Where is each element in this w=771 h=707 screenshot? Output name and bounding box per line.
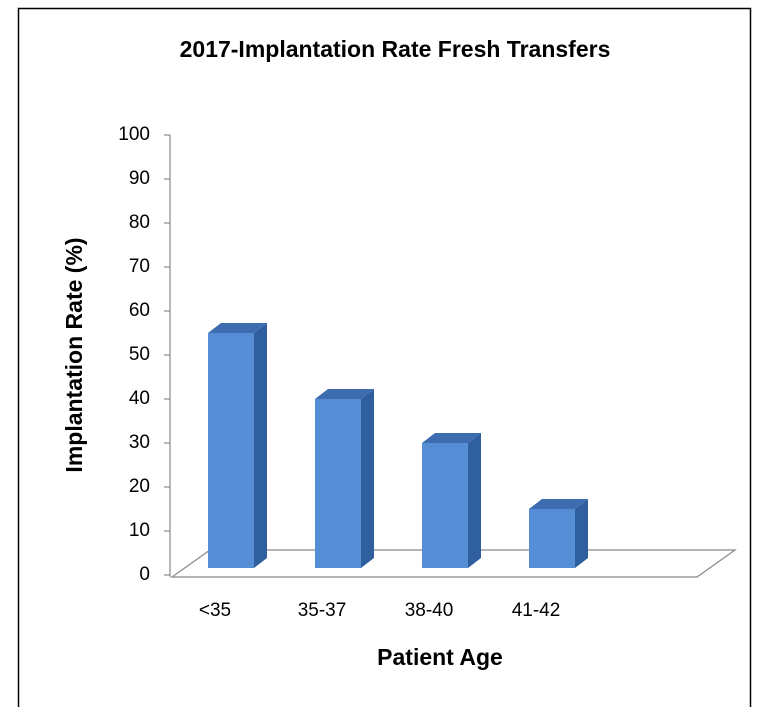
y-tick-label: 40 [129,388,150,409]
bar [529,509,575,568]
y-axis-label: Implantation Rate (%) [61,237,87,472]
y-tick-label: 90 [129,168,150,189]
y-tick-label: 50 [129,344,150,365]
y-tick-label: 10 [129,520,150,541]
y-tick-label: 60 [129,300,150,321]
y-tick-label: 100 [118,124,150,145]
bar-top [208,323,267,333]
bar-top [315,389,374,399]
chart-title: 2017-Implantation Rate Fresh Transfers [180,36,611,62]
bar [422,443,468,568]
chart-frame [17,7,752,707]
y-tick-label: 30 [129,432,150,453]
x-tick-label: 41-42 [512,600,561,621]
x-tick-label: 38-40 [405,600,454,621]
bar-top [529,499,588,509]
y-tick-label: 70 [129,256,150,277]
bar-side [575,499,588,568]
bar-top [422,433,481,443]
bar [208,333,254,568]
x-axis-label: Patient Age [377,644,503,670]
x-tick-label: <35 [199,600,231,621]
bar [315,399,361,568]
y-tick-label: 20 [129,476,150,497]
bar-side [254,323,267,568]
x-tick-label: 35-37 [298,600,347,621]
bar-side [361,389,374,568]
y-tick-label: 0 [139,564,150,585]
y-tick-label: 80 [129,212,150,233]
bar-side [468,433,481,568]
